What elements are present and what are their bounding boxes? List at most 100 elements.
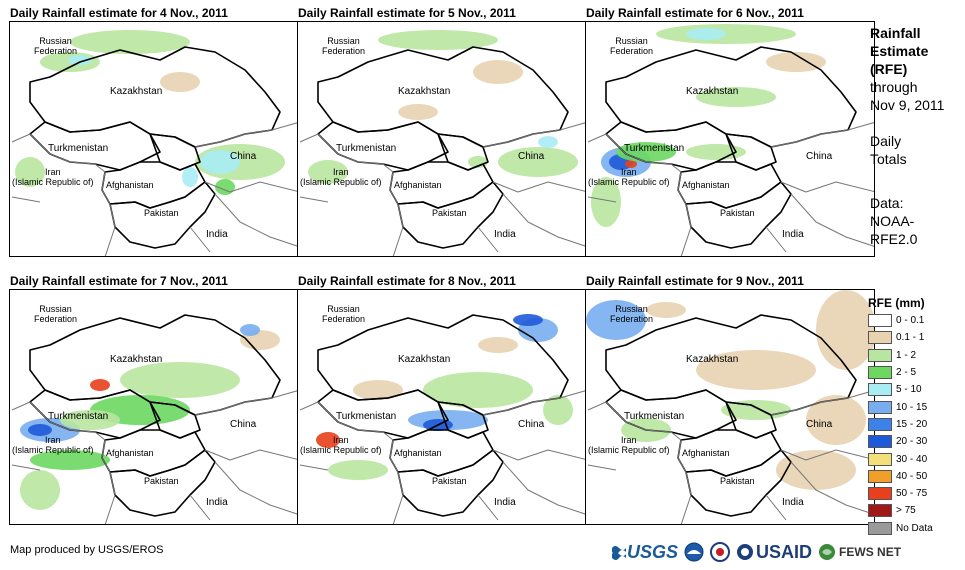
rain-area — [200, 150, 240, 174]
panel-title: Daily Rainfall estimate for 7 Nov., 2011 — [10, 274, 228, 288]
country-border — [109, 181, 216, 249]
sidebar-daily-line1: Daily — [870, 133, 902, 149]
map-label-russia: Russian Federation — [322, 304, 366, 324]
map-label-india: India — [494, 497, 516, 508]
sidebar-through-line2: Nov 9, 2011 — [870, 97, 945, 113]
rain-area — [696, 87, 776, 107]
rainfall-map: Russian Federation Kazakhstan Turkmenistan… — [297, 289, 587, 525]
map-label-turkmenistan: Turkmenistan — [624, 143, 685, 154]
country-border — [685, 181, 792, 249]
map-label-iran: Iran (Islamic Republic of) — [12, 435, 94, 455]
map-canvas — [587, 24, 874, 256]
map-label-russia: Russian Federation — [34, 304, 78, 324]
sidebar-data-line1: Data: — [870, 195, 904, 211]
map-label-afghanistan: Afghanistan — [106, 448, 154, 458]
legend-label: > 75 — [896, 505, 916, 517]
rain-area — [28, 424, 52, 436]
map-label-iran: Iran (Islamic Republic of) — [12, 167, 94, 187]
legend-swatch — [868, 452, 892, 466]
legend-item: 0.1 - 1 — [868, 329, 933, 346]
usaid-logo: USAID — [736, 542, 812, 563]
rain-area — [591, 177, 621, 227]
usaid-logo-text: USAID — [756, 541, 813, 562]
legend-item: 30 - 40 — [868, 450, 933, 467]
legend-label: 50 - 75 — [896, 488, 928, 500]
legend-label: 0 - 0.1 — [896, 315, 925, 327]
legend-item: 2 - 5 — [868, 364, 933, 381]
fewsnet-globe-icon — [819, 544, 836, 560]
rain-area — [423, 372, 533, 408]
fewsnet-logo-text: FEWS NET — [839, 545, 902, 559]
rain-area — [646, 302, 686, 318]
minor-border — [299, 133, 404, 256]
rain-area — [70, 30, 190, 54]
rain-area — [68, 55, 92, 65]
legend-swatch — [868, 366, 892, 380]
minor-border — [765, 193, 874, 253]
rain-area — [398, 104, 438, 120]
map-label-china: China — [518, 419, 545, 430]
sidebar-title-line2: Estimate — [870, 43, 929, 59]
map-label-iran: Iran (Islamic Republic of) — [300, 435, 382, 455]
map-label-pakistan: Pakistan — [432, 208, 467, 218]
legend-swatch — [868, 400, 892, 414]
legend-item: 50 - 75 — [868, 485, 933, 502]
rain-area — [160, 72, 200, 92]
minor-border — [11, 133, 116, 256]
rain-area — [240, 324, 260, 336]
rain-area — [543, 395, 573, 425]
sidebar-data-line2: NOAA- — [870, 213, 915, 229]
rain-area — [378, 30, 498, 50]
legend-item: 10 - 15 — [868, 398, 933, 415]
usgs-logo-text: USGS — [627, 541, 679, 562]
sidebar-title-line1: Rainfall — [870, 25, 921, 41]
rain-area — [182, 167, 198, 187]
minor-border — [189, 461, 298, 521]
map-canvas — [11, 30, 298, 256]
rain-area — [806, 395, 866, 445]
minor-border — [11, 401, 116, 524]
country-border — [685, 449, 792, 517]
map-label-india: India — [782, 229, 804, 240]
usgs-logo: USGS — [612, 542, 678, 563]
legend-label: 30 - 40 — [896, 453, 928, 465]
map-label-china: China — [806, 151, 833, 162]
legend: RFE (mm) 0 - 0.1 0.1 - 1 1 - 2 2 - 5 5 - 10 1… — [868, 296, 933, 537]
map-label-pakistan: Pakistan — [144, 208, 179, 218]
minor-border — [194, 122, 298, 193]
legend-item: 5 - 10 — [868, 381, 933, 398]
rain-area — [120, 362, 240, 398]
map-label-kazakhstan: Kazakhstan — [686, 354, 739, 365]
rainfall-map: Russian Federation Kazakhstan Turkmenistan… — [585, 21, 875, 257]
map-label-iran: Iran (Islamic Republic of) — [588, 435, 670, 455]
panel-title: Daily Rainfall estimate for 8 Nov., 2011 — [298, 274, 516, 288]
map-label-russia: Russian Federation — [610, 36, 654, 56]
map-canvas — [299, 314, 586, 524]
map-label-india: India — [206, 229, 228, 240]
map-label-pakistan: Pakistan — [432, 476, 467, 486]
map-label-turkmenistan: Turkmenistan — [624, 411, 685, 422]
country-border — [109, 449, 216, 517]
minor-border — [770, 122, 874, 193]
logo-strip: USGS USAID FEWS NET — [612, 540, 901, 564]
legend-swatch — [868, 521, 892, 535]
legend-label: 15 - 20 — [896, 418, 928, 430]
rain-area — [696, 350, 816, 390]
map-label-china: China — [806, 419, 833, 430]
sidebar-daily-line2: Totals — [870, 151, 907, 167]
rain-area — [686, 144, 746, 160]
map-label-pakistan: Pakistan — [144, 476, 179, 486]
map-label-afghanistan: Afghanistan — [106, 180, 154, 190]
legend-item: 20 - 30 — [868, 433, 933, 450]
rainfall-map: Russian Federation Kazakhstan Turkmenistan… — [297, 21, 587, 257]
rain-area — [316, 432, 340, 448]
country-border — [397, 449, 504, 517]
map-label-kazakhstan: Kazakhstan — [110, 354, 163, 365]
legend-label: 2 - 5 — [896, 367, 917, 379]
rain-area — [473, 60, 523, 84]
map-canvas — [11, 314, 298, 524]
map-label-pakistan: Pakistan — [720, 208, 755, 218]
map-label-russia: Russian Federation — [610, 304, 654, 324]
rainfall-map: Russian Federation Kazakhstan Turkmenistan… — [9, 289, 299, 525]
legend-swatch — [868, 417, 892, 431]
